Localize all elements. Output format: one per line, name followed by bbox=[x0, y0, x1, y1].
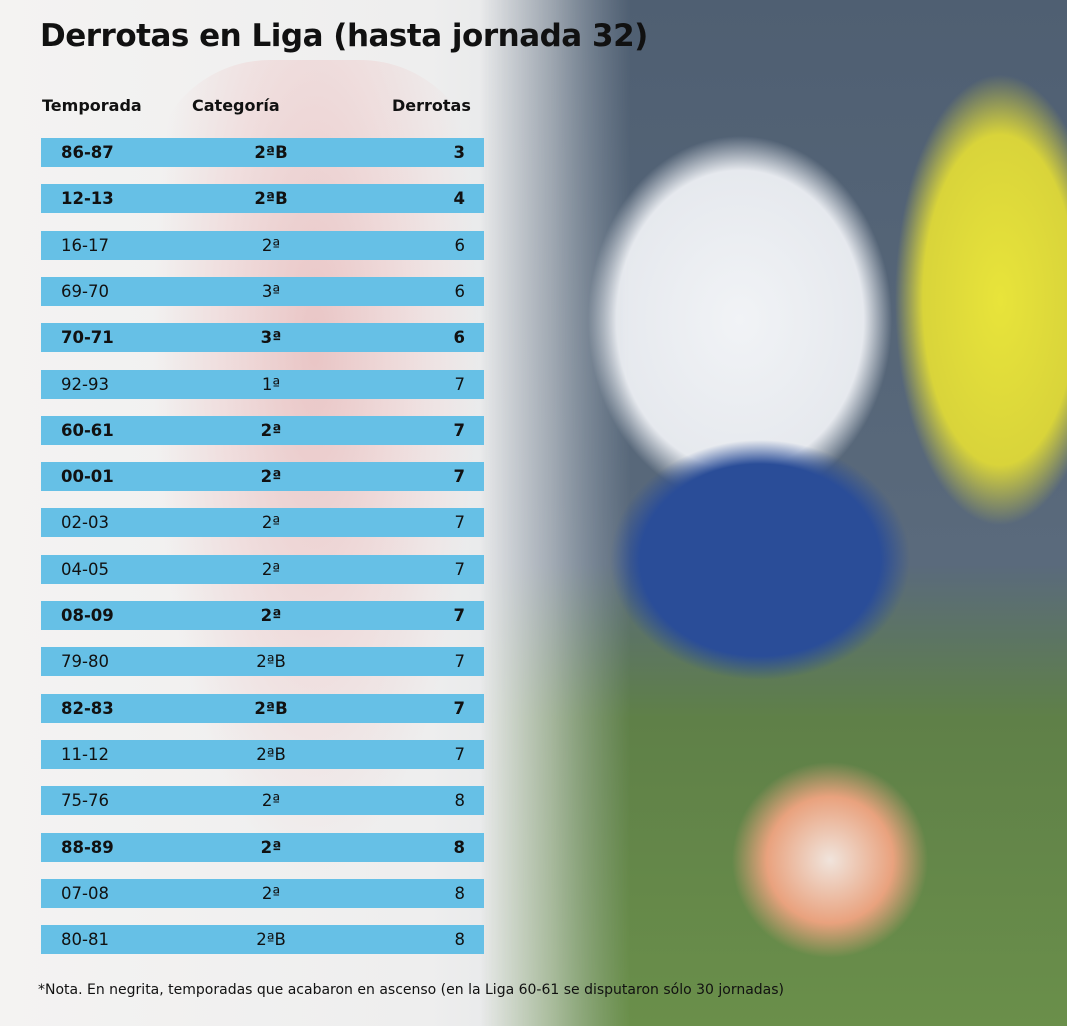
season-cell: 88-89 bbox=[61, 837, 114, 857]
table-row: 00-01 2ª 7 bbox=[41, 462, 484, 492]
table-row: 11-12 2ªB 7 bbox=[41, 739, 484, 769]
season-cell: 82-83 bbox=[61, 698, 114, 718]
table-row: 12-13 2ªB 4 bbox=[41, 184, 484, 214]
category-cell: 2ª bbox=[260, 837, 282, 857]
table-row: 75-76 2ª 8 bbox=[41, 786, 484, 816]
losses-cell: 7 bbox=[454, 374, 466, 394]
losses-cell: 8 bbox=[453, 837, 465, 857]
losses-cell: 7 bbox=[453, 420, 465, 440]
table-row: 86-87 2ªB 3 bbox=[41, 138, 484, 167]
losses-cell: 6 bbox=[454, 281, 466, 301]
season-cell: 02-03 bbox=[61, 513, 109, 533]
category-cell: 2ª bbox=[261, 513, 281, 533]
losses-cell: 7 bbox=[453, 606, 465, 625]
losses-cell: 7 bbox=[454, 513, 466, 533]
table-row: 04-05 2ª 7 bbox=[41, 554, 484, 584]
season-cell: 11-12 bbox=[61, 744, 109, 764]
table-row: 92-93 1ª 7 bbox=[41, 369, 484, 399]
table-row: 88-89 2ª 8 bbox=[41, 832, 484, 862]
losses-cell: 8 bbox=[454, 791, 466, 811]
category-cell: 2ªB bbox=[254, 189, 288, 209]
season-cell: 75-76 bbox=[61, 791, 109, 811]
losses-cell: 4 bbox=[453, 189, 465, 209]
season-cell: 92-93 bbox=[61, 374, 109, 394]
page-title: Derrotas en Liga (hasta jornada 32) bbox=[40, 18, 648, 54]
category-cell: 2ªB bbox=[254, 143, 288, 162]
category-cell: 2ªB bbox=[256, 930, 286, 950]
table-row: 60-61 2ª 7 bbox=[41, 415, 484, 445]
footnote: *Nota. En negrita, temporadas que acabar… bbox=[38, 982, 784, 998]
header-derrotas: Derrotas bbox=[392, 96, 471, 115]
losses-cell: 6 bbox=[454, 235, 466, 255]
category-cell: 2ª bbox=[260, 420, 282, 440]
season-cell: 60-61 bbox=[61, 420, 114, 440]
category-cell: 2ªB bbox=[256, 744, 286, 764]
losses-cell: 7 bbox=[453, 467, 465, 487]
header-temporada: Temporada bbox=[42, 96, 142, 115]
table-row: 07-08 2ª 8 bbox=[41, 878, 484, 908]
losses-cell: 7 bbox=[454, 652, 466, 672]
category-cell: 2ª bbox=[261, 883, 281, 903]
category-cell: 2ª bbox=[261, 235, 281, 255]
season-cell: 16-17 bbox=[61, 235, 109, 255]
season-cell: 86-87 bbox=[61, 143, 114, 162]
table-row: 69-70 3ª 6 bbox=[41, 276, 484, 306]
season-cell: 79-80 bbox=[61, 652, 109, 672]
table-row: 70-71 3ª 6 bbox=[41, 323, 484, 353]
header-categoria: Categoría bbox=[192, 96, 280, 115]
table-row: 08-09 2ª 7 bbox=[41, 601, 484, 630]
losses-cell: 7 bbox=[454, 744, 466, 764]
table-row: 82-83 2ªB 7 bbox=[41, 693, 484, 723]
table-row: 02-03 2ª 7 bbox=[41, 508, 484, 538]
season-cell: 08-09 bbox=[61, 606, 114, 625]
category-cell: 2ªB bbox=[256, 652, 286, 672]
losses-cell: 6 bbox=[453, 328, 465, 348]
player-photo bbox=[480, 0, 1067, 1026]
season-cell: 80-81 bbox=[61, 930, 109, 950]
losses-cell: 3 bbox=[453, 143, 465, 162]
losses-cell: 7 bbox=[453, 698, 465, 718]
category-cell: 3ª bbox=[260, 328, 282, 348]
category-cell: 3ª bbox=[261, 281, 281, 301]
losses-cell: 8 bbox=[454, 883, 466, 903]
season-cell: 07-08 bbox=[61, 883, 109, 903]
table-row: 16-17 2ª 6 bbox=[41, 230, 484, 260]
category-cell: 1ª bbox=[261, 374, 281, 394]
losses-cell: 7 bbox=[454, 559, 466, 579]
table-row: 79-80 2ªB 7 bbox=[41, 647, 484, 677]
category-cell: 2ªB bbox=[254, 698, 288, 718]
category-cell: 2ª bbox=[261, 559, 281, 579]
season-cell: 69-70 bbox=[61, 281, 109, 301]
season-cell: 04-05 bbox=[61, 559, 109, 579]
category-cell: 2ª bbox=[260, 606, 282, 625]
category-cell: 2ª bbox=[260, 467, 282, 487]
category-cell: 2ª bbox=[261, 791, 281, 811]
season-cell: 00-01 bbox=[61, 467, 114, 487]
table-row: 80-81 2ªB 8 bbox=[41, 925, 484, 955]
losses-cell: 8 bbox=[454, 930, 466, 950]
season-cell: 12-13 bbox=[61, 189, 114, 209]
season-cell: 70-71 bbox=[61, 328, 114, 348]
